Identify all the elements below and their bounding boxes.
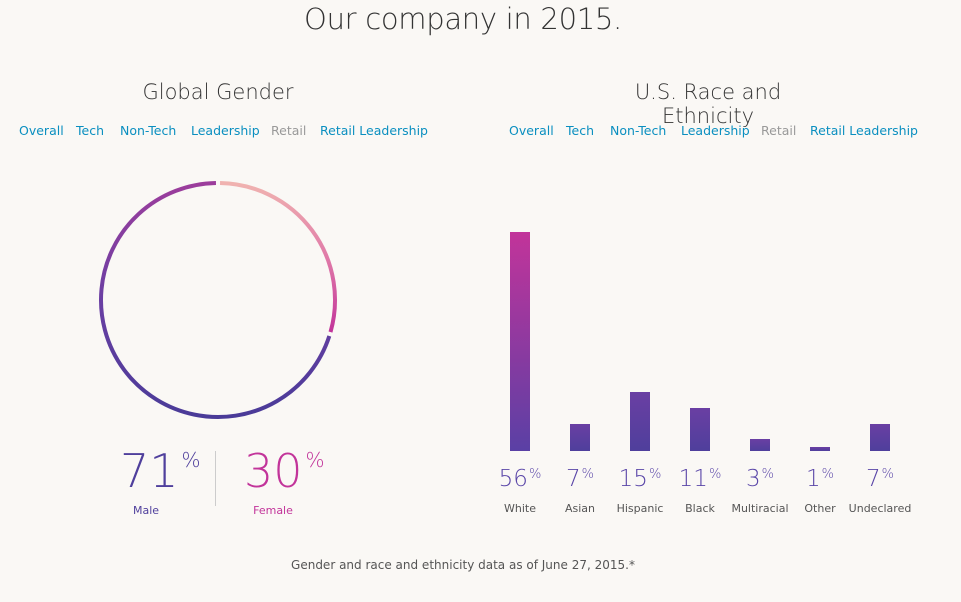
bar-black	[690, 408, 710, 451]
bar-value-hispanic: 15%	[610, 466, 670, 492]
bar-value-asian: 7%	[550, 466, 610, 492]
gender-section-title: Global Gender	[118, 80, 318, 104]
race-bar-chart: 56% White 7% Asian 15% Hispanic 11% Black 3% Mult…	[490, 200, 950, 530]
bar-asian	[570, 424, 590, 451]
bar-white	[510, 232, 530, 451]
female-percent: 30%	[244, 448, 325, 494]
bar-other	[810, 447, 830, 451]
race-tab-leadership[interactable]: Leadership	[681, 123, 750, 138]
donut-slice-male	[101, 183, 329, 417]
female-percent-unit: %	[306, 448, 325, 472]
gender-tab-overall[interactable]: Overall	[19, 123, 64, 138]
bar-hispanic	[630, 392, 650, 451]
male-label: Male	[116, 504, 176, 517]
female-percent-value: 30	[244, 444, 303, 498]
bar-multiracial	[750, 439, 770, 451]
race-tab-overall[interactable]: Overall	[509, 123, 554, 138]
gender-donut-chart	[96, 178, 340, 422]
male-percent: 71%	[120, 448, 201, 494]
bar-value-undeclared: 7%	[850, 466, 910, 492]
donut-slice-female	[220, 183, 335, 332]
bar-value-multiracial: 3%	[730, 466, 790, 492]
footnote: Gender and race and ethnicity data as of…	[0, 558, 926, 572]
race-tab-tech[interactable]: Tech	[566, 123, 594, 138]
race-tab-non-tech[interactable]: Non-Tech	[610, 123, 666, 138]
gender-tab-tech[interactable]: Tech	[76, 123, 104, 138]
female-label: Female	[243, 504, 303, 517]
gender-tab-retail[interactable]: Retail	[271, 123, 306, 138]
race-tab-retail[interactable]: Retail	[761, 123, 796, 138]
bar-label-undeclared: Undeclared	[840, 502, 920, 515]
gender-tab-leadership[interactable]: Leadership	[191, 123, 260, 138]
gender-tab-non-tech[interactable]: Non-Tech	[120, 123, 176, 138]
bar-undeclared	[870, 424, 890, 451]
male-percent-unit: %	[182, 448, 201, 472]
race-tab-retail-leadership[interactable]: Retail Leadership	[810, 123, 918, 138]
bar-value-black: 11%	[670, 466, 730, 492]
male-percent-value: 71	[120, 444, 179, 498]
page-title: Our company in 2015.	[0, 2, 926, 36]
race-section-title: U.S. Race and Ethnicity	[588, 80, 828, 128]
bar-value-white: 56%	[490, 466, 550, 492]
bar-value-other: 1%	[790, 466, 850, 492]
gender-divider	[215, 451, 216, 506]
gender-tab-retail-leadership[interactable]: Retail Leadership	[320, 123, 428, 138]
